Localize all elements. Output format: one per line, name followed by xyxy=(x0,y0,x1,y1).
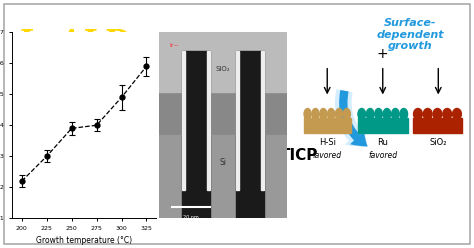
Bar xyxy=(261,51,264,190)
Ellipse shape xyxy=(320,109,327,120)
Circle shape xyxy=(241,79,246,84)
Bar xyxy=(182,51,210,190)
Circle shape xyxy=(242,78,249,85)
Circle shape xyxy=(240,77,247,85)
Text: Ir ALD: Ir ALD xyxy=(18,28,131,59)
Circle shape xyxy=(241,78,249,87)
Circle shape xyxy=(240,76,250,86)
Circle shape xyxy=(240,77,249,86)
Circle shape xyxy=(243,78,250,85)
Text: Surface-
dependent
growth: Surface- dependent growth xyxy=(376,18,444,51)
Circle shape xyxy=(240,77,248,86)
Circle shape xyxy=(243,77,250,85)
Ellipse shape xyxy=(453,109,461,120)
X-axis label: Growth temperature (°C): Growth temperature (°C) xyxy=(36,236,132,246)
Ellipse shape xyxy=(383,109,391,120)
Ellipse shape xyxy=(392,109,399,120)
Circle shape xyxy=(241,78,250,87)
FancyArrowPatch shape xyxy=(339,90,368,147)
Bar xyxy=(357,118,408,133)
Bar xyxy=(413,118,462,133)
Ellipse shape xyxy=(443,109,452,120)
Bar xyxy=(159,135,287,218)
Text: 20 nm: 20 nm xyxy=(183,215,199,219)
Bar xyxy=(182,135,210,218)
Text: H-Si: H-Si xyxy=(319,138,336,147)
Circle shape xyxy=(240,78,249,87)
Circle shape xyxy=(242,77,249,84)
Ellipse shape xyxy=(433,109,442,120)
Bar xyxy=(236,51,239,190)
Circle shape xyxy=(241,77,248,84)
Circle shape xyxy=(241,78,246,83)
Text: Self-limiting
growth: Self-limiting growth xyxy=(31,68,109,90)
Text: favored: favored xyxy=(313,151,342,160)
Text: favored: favored xyxy=(368,151,397,160)
FancyArrowPatch shape xyxy=(335,89,368,147)
Text: Ir~: Ir~ xyxy=(169,43,179,48)
Ellipse shape xyxy=(343,109,350,120)
Text: Ru: Ru xyxy=(377,138,388,147)
Ellipse shape xyxy=(423,109,432,120)
Circle shape xyxy=(240,78,248,85)
Ellipse shape xyxy=(366,109,374,120)
Text: Si: Si xyxy=(219,158,226,167)
Circle shape xyxy=(237,74,254,91)
Bar xyxy=(236,51,264,190)
Circle shape xyxy=(240,78,250,88)
Circle shape xyxy=(239,78,249,88)
FancyArrowPatch shape xyxy=(91,90,120,139)
Circle shape xyxy=(240,78,247,85)
Bar xyxy=(159,32,287,92)
Circle shape xyxy=(243,78,247,82)
Bar xyxy=(182,51,185,190)
Ellipse shape xyxy=(336,109,343,120)
Circle shape xyxy=(241,78,251,88)
FancyArrowPatch shape xyxy=(91,90,124,139)
Ellipse shape xyxy=(413,109,422,120)
Text: TICP: TICP xyxy=(280,148,319,163)
Ellipse shape xyxy=(304,109,311,120)
Circle shape xyxy=(243,78,247,82)
Bar xyxy=(304,118,351,133)
Text: SiO₂: SiO₂ xyxy=(429,138,447,147)
Ellipse shape xyxy=(358,109,365,120)
Bar xyxy=(207,51,210,190)
Bar xyxy=(236,135,264,218)
Ellipse shape xyxy=(375,109,383,120)
Circle shape xyxy=(241,77,250,86)
Circle shape xyxy=(245,79,249,84)
Ellipse shape xyxy=(312,109,319,120)
Circle shape xyxy=(241,76,249,85)
Ellipse shape xyxy=(328,109,335,120)
Ellipse shape xyxy=(400,109,408,120)
Circle shape xyxy=(244,78,248,83)
Circle shape xyxy=(242,77,250,86)
Text: SiO₂: SiO₂ xyxy=(216,66,230,72)
Text: +: + xyxy=(377,47,389,61)
